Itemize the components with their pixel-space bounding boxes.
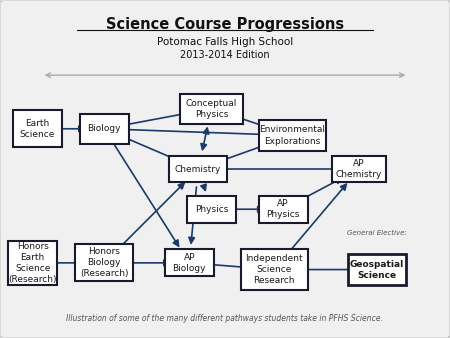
- FancyBboxPatch shape: [180, 94, 243, 124]
- FancyBboxPatch shape: [75, 244, 133, 281]
- Text: Honors
Earth
Science
(Research): Honors Earth Science (Research): [9, 242, 57, 284]
- Text: Honors
Biology
(Research): Honors Biology (Research): [80, 247, 129, 279]
- FancyBboxPatch shape: [241, 249, 308, 290]
- FancyBboxPatch shape: [165, 249, 214, 276]
- Text: Chemistry: Chemistry: [175, 165, 221, 173]
- Text: Conceptual
Physics: Conceptual Physics: [186, 99, 237, 119]
- FancyBboxPatch shape: [259, 196, 308, 223]
- Text: Biology: Biology: [87, 124, 121, 133]
- Text: Independent
Science
Research: Independent Science Research: [245, 254, 303, 285]
- Text: Environmental
Explorations: Environmental Explorations: [259, 125, 325, 146]
- Text: Physics: Physics: [195, 205, 228, 214]
- Text: AP
Biology: AP Biology: [172, 253, 206, 273]
- Text: Potomac Falls High School: Potomac Falls High School: [157, 37, 293, 47]
- Text: Geospatial
Science: Geospatial Science: [350, 260, 404, 280]
- Text: Illustration of some of the many different pathways students take in PFHS Scienc: Illustration of some of the many differe…: [67, 314, 383, 323]
- FancyBboxPatch shape: [8, 241, 57, 285]
- FancyBboxPatch shape: [187, 196, 236, 223]
- Text: AP
Physics: AP Physics: [266, 199, 300, 219]
- FancyBboxPatch shape: [80, 114, 129, 144]
- Text: Earth
Science: Earth Science: [19, 119, 55, 139]
- Text: AP
Chemistry: AP Chemistry: [336, 159, 382, 179]
- FancyBboxPatch shape: [169, 155, 227, 183]
- FancyBboxPatch shape: [348, 255, 406, 285]
- Text: General Elective:: General Elective:: [347, 230, 407, 236]
- FancyBboxPatch shape: [333, 155, 386, 183]
- FancyBboxPatch shape: [259, 120, 326, 150]
- FancyBboxPatch shape: [13, 110, 62, 147]
- Text: Science Course Progressions: Science Course Progressions: [106, 17, 344, 32]
- Text: 2013-2014 Edition: 2013-2014 Edition: [180, 50, 270, 60]
